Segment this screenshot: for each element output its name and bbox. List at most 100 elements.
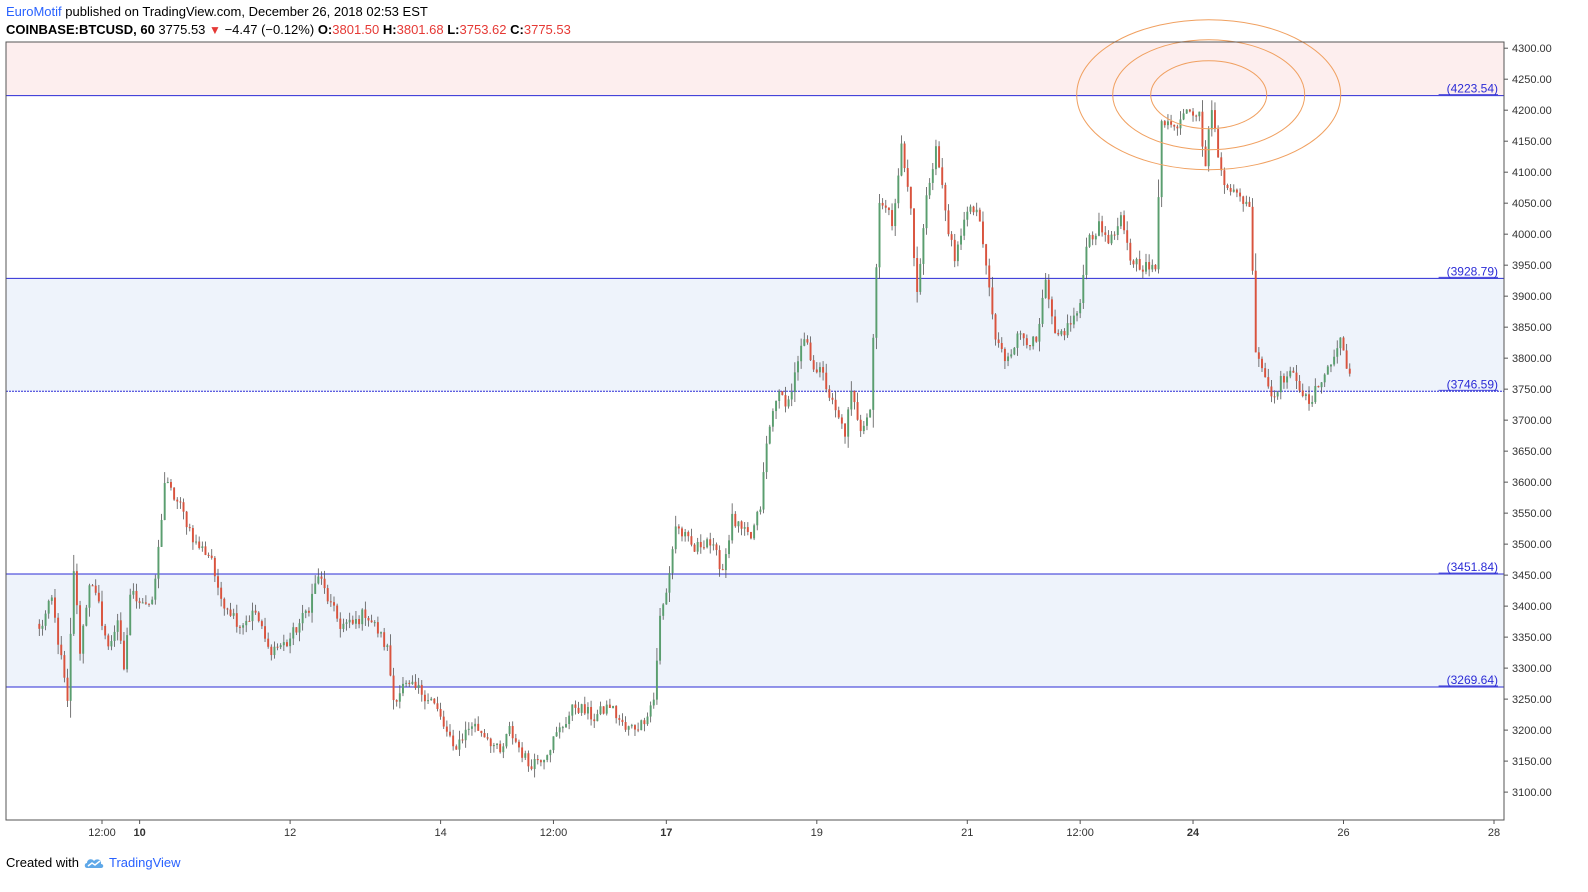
candle-body [928, 182, 931, 196]
x-tick-label: 12:00 [1066, 827, 1094, 839]
candle-body [702, 547, 705, 549]
candle-body [389, 645, 392, 676]
candle-body [906, 168, 909, 187]
candle-body [94, 585, 97, 593]
author-link[interactable]: EuroMotif [6, 4, 62, 19]
candle-body [1264, 368, 1267, 378]
candle-body [1301, 390, 1304, 396]
candle-body [213, 557, 216, 577]
candle-body [163, 483, 166, 520]
candle-body [753, 525, 756, 539]
candle-body [787, 399, 790, 407]
candle-body [815, 369, 818, 373]
candle-body [693, 544, 696, 552]
candle-body [170, 482, 172, 488]
candle-body [778, 391, 781, 402]
y-tick-label: 4000.00 [1512, 229, 1552, 241]
candle-body [373, 622, 376, 624]
candle-body [1345, 350, 1348, 369]
candle-body [314, 583, 317, 594]
target-circle-0[interactable] [1150, 60, 1268, 130]
level-label: (3451.84) [1447, 560, 1498, 574]
candle-body [960, 235, 962, 245]
candle-body [1170, 121, 1173, 125]
candle-body [1311, 402, 1314, 404]
candle-body [543, 759, 546, 763]
candle-body [800, 345, 803, 362]
open-label: O: [317, 22, 333, 37]
candle-body [884, 205, 887, 208]
candle-body [1085, 246, 1088, 275]
candle-body [1173, 124, 1176, 127]
candle-body [295, 627, 298, 633]
candle-body [129, 594, 132, 636]
candle-body [608, 704, 611, 708]
candle-body [1273, 396, 1276, 398]
candle-body [405, 682, 408, 684]
candle-body [988, 265, 991, 288]
candle-body [148, 603, 150, 605]
y-tick-label: 4250.00 [1512, 74, 1552, 86]
candle-body [599, 706, 602, 715]
candle-body [637, 729, 640, 731]
candle-body [978, 209, 981, 222]
candle-body [474, 723, 477, 727]
candle-body [1163, 121, 1166, 126]
candle-body [571, 704, 574, 716]
candle-body [690, 536, 693, 545]
candle-body [1076, 313, 1078, 316]
y-tick-label: 3400.00 [1512, 601, 1552, 613]
candle-body [963, 219, 966, 236]
candle-body [317, 576, 320, 584]
candle-body [790, 392, 793, 400]
candle-body [687, 532, 690, 537]
candle-body [891, 210, 894, 227]
candle-body [50, 597, 53, 601]
candle-body [862, 425, 865, 432]
target-circle-1[interactable] [1112, 39, 1306, 151]
target-circle-2[interactable] [1076, 19, 1342, 171]
candle-body [1060, 331, 1063, 335]
time-axis[interactable]: 12:00 10 12 14 12:00 17 19 21 12:00 24 26 28 [88, 820, 1500, 839]
candle-body [354, 618, 357, 624]
candle-body [1276, 392, 1279, 397]
y-tick-label: 4150.00 [1512, 136, 1552, 148]
candle-body [210, 555, 213, 558]
candle-body [1330, 364, 1332, 367]
candle-body [837, 410, 840, 418]
last-price: 3775.53 [158, 22, 206, 37]
candle-body [113, 631, 116, 642]
y-tick-label: 3650.00 [1512, 446, 1552, 458]
candle-body [1157, 197, 1160, 270]
candle-body [938, 146, 941, 168]
price-change: −4.47 (−0.12%) [224, 22, 315, 37]
candle-body [586, 706, 589, 714]
candle-body [1185, 109, 1188, 114]
price-axis[interactable]: 3100.00 3150.00 3200.00 3250.00 3300.00 3350.… [1504, 43, 1552, 799]
close-value: 3775.53 [523, 22, 571, 37]
candle-body [333, 602, 335, 606]
candle-body [41, 625, 44, 629]
candle-body [445, 726, 448, 732]
candle-body [944, 184, 947, 211]
candle-body [649, 705, 652, 717]
candle-body [1210, 110, 1213, 130]
candle-body [483, 733, 486, 738]
candle-body [395, 700, 398, 702]
tradingview-brand-link[interactable]: TradingView [108, 855, 181, 870]
candle-body [1044, 279, 1047, 298]
candle-body [605, 704, 608, 714]
candle-body [110, 641, 113, 647]
y-tick-label: 3700.00 [1512, 415, 1552, 427]
candle-body [1066, 323, 1069, 336]
candle-body [1235, 189, 1238, 193]
candle-body [1248, 201, 1251, 207]
candle-body [464, 729, 467, 741]
candle-body [875, 267, 878, 338]
candle-body [91, 585, 94, 587]
candle-body [985, 244, 988, 266]
candle-body [668, 573, 671, 593]
candle-body [1029, 345, 1031, 347]
candle-body [195, 541, 198, 543]
